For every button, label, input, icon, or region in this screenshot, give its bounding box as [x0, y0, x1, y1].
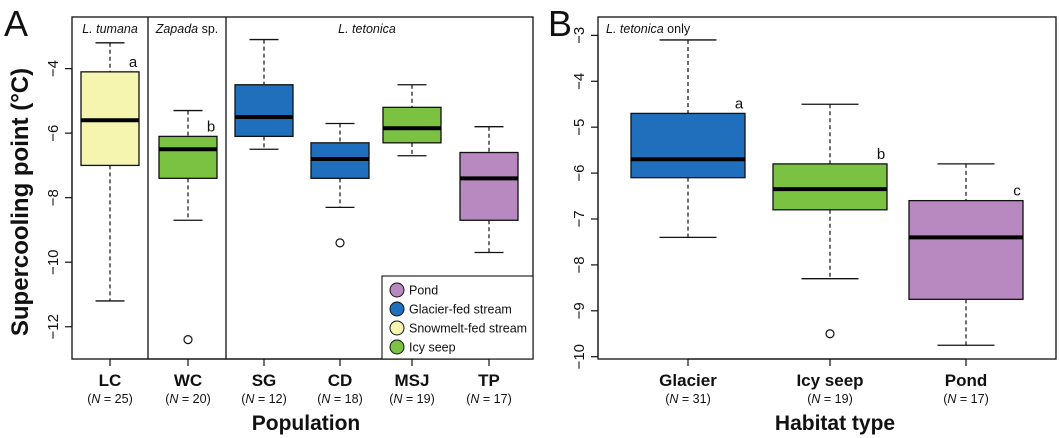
box-iqr — [459, 151, 519, 221]
panel-a-box-wc: b — [158, 109, 218, 345]
panel-a-group-label: L. tumana — [82, 22, 138, 36]
panel-a-category-label: MSJ — [395, 371, 430, 390]
panel-b-y-tick-label: −7 — [571, 210, 588, 227]
outlier-point — [825, 329, 835, 339]
panel-a-y-tick-label: −12 — [45, 314, 62, 339]
box-iqr — [772, 163, 888, 211]
panel-a-box-cd — [310, 122, 370, 248]
panel-b-sample-size-label: (N = 17) — [943, 392, 989, 406]
box-iqr — [630, 112, 746, 179]
panel-a-group-label: Zapada sp. — [155, 22, 219, 36]
panel-a-sample-size-label: (N = 20) — [165, 392, 211, 406]
panel-b-annotation: L. tetonica only — [606, 22, 691, 36]
legend-label: Glacier-fed stream — [409, 303, 512, 317]
panel-a: A Supercooling point (°C) Population L. … — [4, 3, 534, 435]
panel-b-y-tick-label: −10 — [571, 344, 588, 369]
box-iqr — [158, 135, 218, 179]
panel-a-category-label: WC — [174, 371, 202, 390]
panel-a-y-tick-label: −8 — [45, 189, 62, 206]
panel-a-sample-size-label: (N = 18) — [317, 392, 363, 406]
legend-label: Pond — [409, 284, 438, 298]
panel-b-y-tick-label: −6 — [571, 165, 588, 182]
panel-a-y-tick-label: −6 — [45, 125, 62, 142]
legend-label: Snowmelt-fed stream — [409, 322, 527, 336]
panel-b-category-label: Pond — [945, 371, 988, 390]
legend-swatch — [389, 320, 405, 336]
panel-a-legend-box — [381, 275, 534, 360]
panel-a-sample-size-label: (N = 12) — [241, 392, 287, 406]
panel-b-box-icy-seep: b — [772, 103, 888, 339]
panel-b-y-tick-label: −8 — [571, 256, 588, 273]
panel-a-sample-size-label: (N = 19) — [389, 392, 435, 406]
box-iqr — [382, 106, 442, 144]
panel-a-category-label: TP — [478, 371, 500, 390]
legend-swatch — [389, 339, 405, 355]
panel-b-sample-size-label: (N = 31) — [665, 392, 711, 406]
panel-b-letter: B — [548, 3, 572, 44]
significance-letter: b — [877, 146, 885, 163]
panel-a-category-label: CD — [328, 371, 353, 390]
panel-a-group-label: L. tetonica — [338, 22, 396, 36]
panel-b-y-tick-label: −5 — [571, 119, 588, 136]
panel-a-category-label: SG — [252, 371, 277, 390]
panel-b-box-glacier: a — [630, 39, 746, 238]
panel-a-letter: A — [4, 3, 28, 44]
outlier-point — [183, 335, 193, 345]
panel-b-y-tick-label: −4 — [571, 73, 588, 90]
panel-a-y-tick-label: −10 — [45, 249, 62, 274]
panel-b-box-pond: c — [908, 163, 1024, 346]
panel-a-sample-size-label: (N = 25) — [87, 392, 133, 406]
significance-letter: c — [1013, 183, 1021, 200]
panel-b-category-label: Glacier — [659, 371, 717, 390]
box-iqr — [234, 84, 294, 138]
panel-a-box-sg — [234, 38, 294, 150]
significance-letter: a — [129, 54, 138, 71]
legend-swatch — [389, 282, 405, 298]
significance-letter: b — [207, 118, 215, 135]
panel-b-sample-size-label: (N = 19) — [807, 392, 853, 406]
panel-a-x-axis-label: Population — [252, 412, 361, 435]
panel-a-sample-size-label: (N = 17) — [466, 392, 512, 406]
panel-a-box-tp — [459, 126, 519, 254]
significance-letter: a — [735, 95, 744, 112]
panel-a-box-lc: a — [80, 42, 140, 302]
panel-b-x-axis-label: Habitat type — [775, 412, 895, 435]
panel-a-category-label: LC — [99, 371, 122, 390]
box-iqr — [908, 199, 1024, 300]
panel-b-category-label: Icy seep — [796, 371, 863, 390]
panel-b-y-tick-label: −3 — [571, 27, 588, 44]
panel-b: B Habitat type L. tetonica only −3 −4 −5 −6… — [548, 3, 1057, 435]
panel-b-y-tick-label: −9 — [571, 302, 588, 319]
outlier-point — [335, 238, 345, 248]
panel-a-y-tick-label: −4 — [45, 60, 62, 77]
legend-label: Icy seep — [409, 341, 456, 355]
panel-a-y-axis-label: Supercooling point (°C) — [7, 68, 34, 336]
legend-swatch — [389, 301, 405, 317]
panel-a-box-msj — [382, 84, 442, 157]
